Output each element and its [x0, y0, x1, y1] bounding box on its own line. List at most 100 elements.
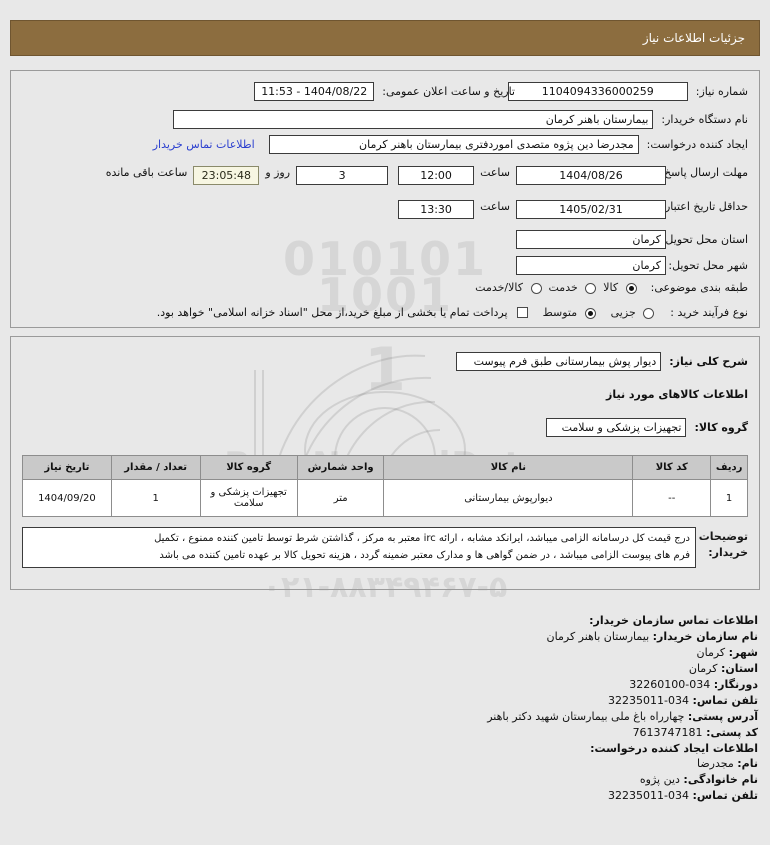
creator-val-firstname: مجدرضا [696, 757, 734, 771]
goods-info-panel [10, 336, 760, 590]
category-option-kala[interactable]: کالا [598, 281, 638, 294]
public-announce-value[interactable]: 1404/08/22 - 11:53 [254, 82, 375, 101]
field-price-validity: حداقل تاریخ اعتبار قیمت: تا تاریخ: 1405/… [398, 200, 748, 219]
page-title-bar: جزئیات اطلاعات نیاز [10, 20, 760, 56]
goods-table: ردیف کد کالا نام کالا واحد شمارش گروه کا… [22, 455, 748, 517]
contact-line-postal: کد پستی: 7613747181 [12, 725, 758, 741]
cell-name: دیوارپوش بیمارستانی [383, 479, 634, 517]
need-description-label: شرح کلی نیاز: [669, 354, 748, 368]
cell-row-no: 1 [710, 479, 748, 517]
purchase-process-label: نوع فرآیند خرید : [670, 306, 748, 319]
buyer-org-contact-title: اطلاعات تماس سازمان خریدار: [589, 614, 758, 627]
cell-code: -- [632, 479, 712, 517]
process-option-jozi[interactable]: جزیی [606, 306, 657, 319]
table-header-row: ردیف کد کالا نام کالا واحد شمارش گروه کا… [22, 455, 748, 480]
treasury-bonds-checkbox[interactable] [516, 307, 528, 319]
buyer-notes: توضیحات خریدار: درج قیمت کل درسامانه الز… [22, 527, 748, 568]
field-need-description: شرح کلی نیاز: دیوار پوش بیمارستانی طبق ف… [456, 352, 748, 371]
radio-motavaset-icon[interactable] [584, 307, 596, 319]
creator-line-firstname: نام: مجدرضا [12, 756, 758, 772]
creator-key-lastname: نام خانوادگی: [683, 773, 758, 787]
contact-line-address: آدرس پستی: چهارراه باغ ملی بیمارستان شهی… [12, 709, 758, 725]
radio-jozi-icon[interactable] [643, 307, 655, 319]
field-response-deadline: مهلت ارسال پاسخ: تا تاریخ: 1404/08/26 سا… [106, 166, 748, 185]
creator-key-phone: تلفن تماس: [692, 789, 758, 803]
col-date: تاریخ نیاز [22, 455, 112, 480]
creator-line-lastname: نام خانوادگی: دین پژوه [12, 772, 758, 788]
contact-key-fax: دورنگار: [713, 677, 758, 691]
delivery-province-label: استان محل تحویل: [661, 232, 748, 246]
buyer-notes-label-line1: توضیحات [698, 530, 748, 543]
creator-val-phone: 034-32235011 [608, 789, 690, 803]
process-option-motavaset-label: متوسط [542, 306, 578, 320]
creator-val-lastname: دین پژوه [639, 773, 680, 787]
contact-line-city: شهر: کرمان [12, 645, 758, 661]
validity-date-value[interactable]: 1405/02/31 [516, 200, 666, 219]
remaining-hours-label: ساعت باقی مانده [105, 166, 188, 179]
radio-kala-khedmat-icon[interactable] [530, 282, 542, 294]
category-option-khedmat[interactable]: خدمت [544, 281, 599, 294]
contact-key-province: استان: [721, 661, 758, 675]
deadline-hour-label: ساعت [480, 166, 510, 179]
page-title: جزئیات اطلاعات نیاز [642, 31, 745, 45]
need-number-label: شماره نیاز: [695, 84, 748, 98]
cell-date: 1404/09/20 [22, 479, 112, 517]
field-purchase-process: نوع فرآیند خرید : جزیی متوسط پرداخت تمام… [157, 306, 748, 320]
buyer-notes-label: توضیحات خریدار: [696, 527, 748, 568]
contact-key-postal: کد پستی: [706, 725, 758, 739]
subject-classification-label: طبقه بندی موضوعی: [650, 281, 748, 294]
treasury-bonds-text: پرداخت تمام یا بخشی از مبلغ خرید،از محل … [156, 306, 508, 319]
goods-group-value[interactable]: تجهیزات پزشکی و سلامت [546, 418, 687, 437]
delivery-province-value[interactable]: کرمان [516, 230, 666, 249]
goods-group-label: گروه کالا: [694, 420, 748, 434]
col-qty: تعداد / مقدار [110, 455, 201, 480]
creator-contact-title: اطلاعات ایجاد کننده درخواست: [590, 741, 758, 755]
col-name: نام کالا [383, 455, 634, 480]
deadline-time-value[interactable]: 12:00 [398, 166, 475, 185]
radio-kala-icon[interactable] [625, 282, 637, 294]
contact-line-phone: تلفن تماس: 034-32235011 [12, 693, 758, 709]
need-description-value[interactable]: دیوار پوش بیمارستانی طبق فرم پیوست [456, 352, 662, 371]
deadline-date-value[interactable]: 1404/08/26 [516, 166, 666, 185]
col-unit: واحد شمارش [296, 455, 385, 480]
creator-key-firstname: نام: [737, 757, 758, 771]
buyer-contact-link[interactable]: اطلاعات تماس خریدار [152, 138, 255, 151]
contact-block: اطلاعات تماس سازمان خریدار: نام سازمان خ… [12, 613, 758, 804]
validity-time-value[interactable]: 13:30 [398, 200, 475, 219]
remaining-days-value[interactable]: 3 [296, 166, 389, 185]
cell-qty: 1 [110, 479, 201, 517]
buyer-notes-body: درج قیمت کل درسامانه الزامی میباشد، ایرا… [22, 527, 696, 568]
need-info-panel [10, 70, 760, 328]
contact-key-org: نام سازمان خریدار: [652, 629, 758, 643]
contact-val-postal: 7613747181 [632, 725, 703, 739]
public-announce-label: تاریخ و ساعت اعلان عمومی: [382, 84, 515, 98]
buyer-org-value[interactable]: بیمارستان باهنر کرمان [173, 110, 654, 129]
field-subject-classification: طبقه بندی موضوعی: کالا خدمت کالا/خدمت [470, 281, 748, 295]
delivery-city-value[interactable]: کرمان [516, 256, 666, 275]
field-goods-group: گروه کالا: تجهیزات پزشکی و سلامت [546, 418, 748, 437]
col-group: گروه کالا [199, 455, 298, 480]
contact-val-org: بیمارستان باهنر کرمان [546, 629, 650, 643]
request-creator-value[interactable]: مجدرضا دین پژوه متصدی اموردفتری بیمارستا… [268, 135, 639, 154]
col-row-no: ردیف [710, 455, 748, 480]
category-option-kala-khedmat-label: کالا/خدمت [475, 281, 523, 295]
contact-key-city: شهر: [728, 645, 758, 659]
field-delivery-city: شهر محل تحویل: کرمان [516, 256, 748, 275]
process-option-motavaset[interactable]: متوسط [538, 306, 598, 319]
goods-info-heading: اطلاعات کالاهای مورد نیاز [606, 388, 748, 402]
need-number-value[interactable]: 1104094336000259 [507, 82, 688, 101]
request-creator-label: ایجاد کننده درخواست: [646, 137, 748, 151]
category-option-kala-label: کالا [603, 281, 619, 295]
category-option-kala-khedmat[interactable]: کالا/خدمت [470, 281, 543, 294]
category-option-khedmat-label: خدمت [548, 281, 578, 295]
radio-khedmat-icon[interactable] [585, 282, 597, 294]
field-request-creator: ایجاد کننده درخواست: مجدرضا دین پژوه متص… [153, 135, 748, 154]
remaining-days-label: روز و [265, 166, 291, 179]
contact-val-phone: 034-32235011 [608, 693, 690, 707]
buyer-notes-label-line2: خریدار: [708, 545, 748, 559]
contact-val-fax: 034-32260100 [629, 677, 711, 691]
process-option-jozi-label: جزیی [610, 306, 636, 320]
contact-line-province: استان: کرمان [12, 661, 758, 677]
buyer-notes-line-1: درج قیمت کل درسامانه الزامی میباشد، ایرا… [154, 533, 690, 544]
